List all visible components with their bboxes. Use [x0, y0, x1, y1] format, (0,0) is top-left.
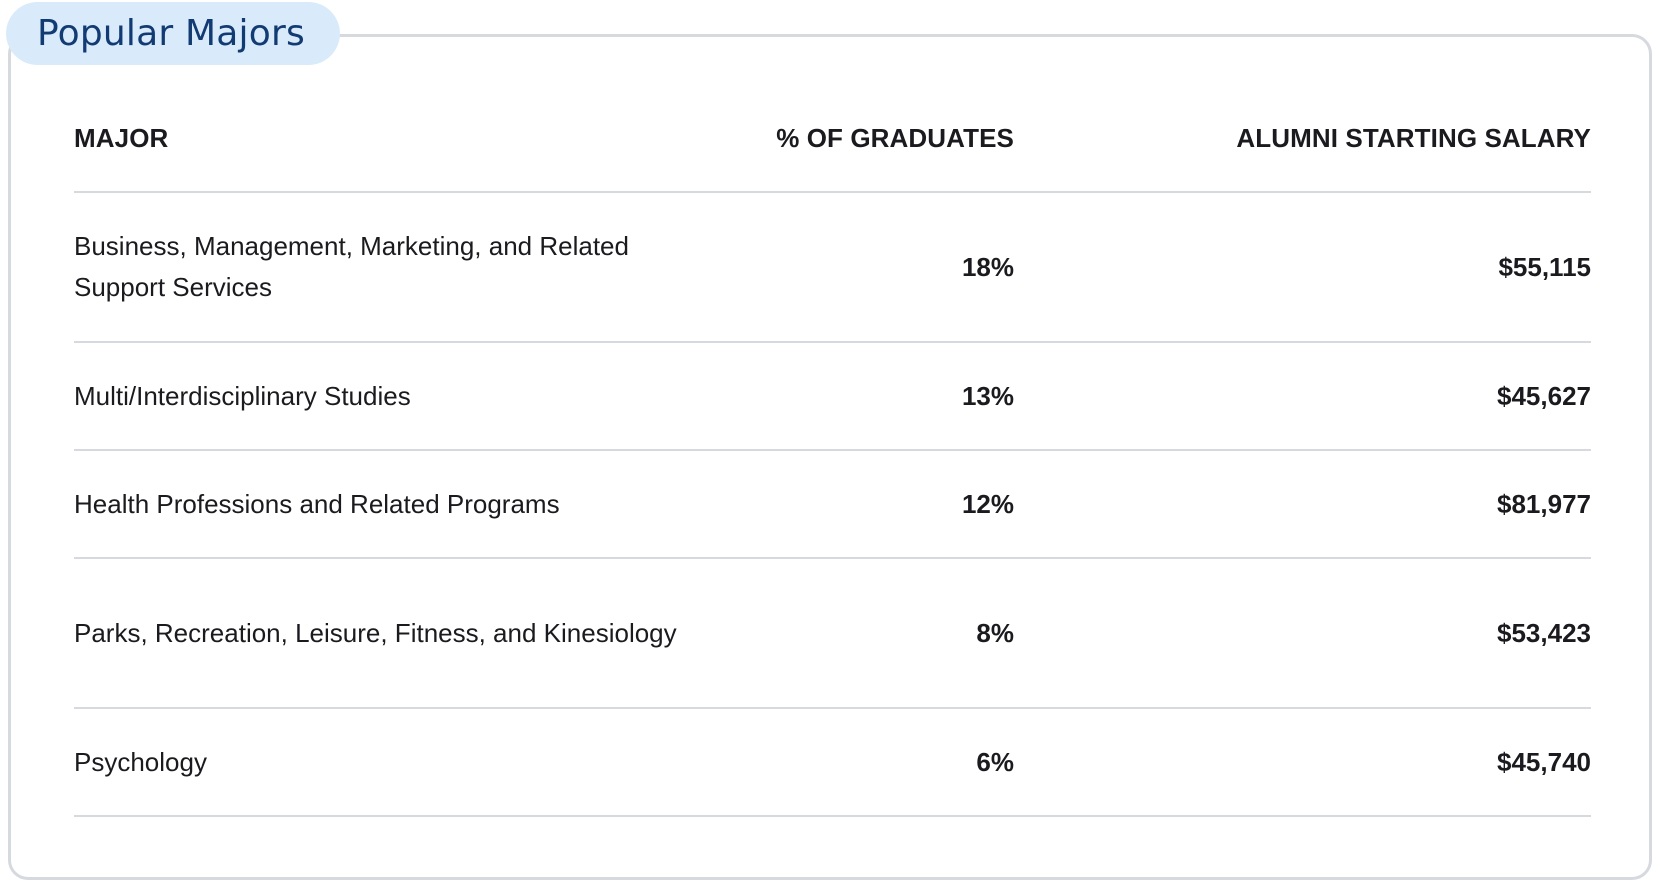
major-name: Business, Management, Marketing, and Rel… — [74, 231, 629, 302]
graduates-percent: 12% — [714, 450, 1014, 559]
column-header-percent: % OF GRADUATES — [714, 86, 1014, 193]
graduates-percent: 6% — [714, 708, 1014, 817]
starting-salary: $45,740 — [1014, 708, 1591, 817]
major-name: Multi/Interdisciplinary Studies — [74, 380, 411, 411]
graduates-percent: 18% — [714, 192, 1014, 343]
table-row: Psychology 6% $45,740 — [74, 708, 1591, 817]
major-name: Health Professions and Related Programs — [74, 488, 560, 519]
starting-salary: $81,977 — [1014, 450, 1591, 559]
section-title-tab: Popular Majors — [6, 2, 340, 65]
starting-salary: $55,115 — [1014, 192, 1591, 343]
table-header-row: MAJOR % OF GRADUATES ALUMNI STARTING SAL… — [74, 86, 1591, 193]
majors-table: MAJOR % OF GRADUATES ALUMNI STARTING SAL… — [74, 86, 1591, 817]
section-title: Popular Majors — [37, 13, 305, 54]
table-row: Parks, Recreation, Leisure, Fitness, and… — [74, 558, 1591, 709]
column-header-major: MAJOR — [74, 86, 714, 193]
table-row: Multi/Interdisciplinary Studies 13% $45,… — [74, 342, 1591, 451]
starting-salary: $53,423 — [1014, 558, 1591, 709]
graduates-percent: 8% — [714, 558, 1014, 709]
table-row: Health Professions and Related Programs … — [74, 450, 1591, 559]
starting-salary: $45,627 — [1014, 342, 1591, 451]
major-name: Parks, Recreation, Leisure, Fitness, and… — [74, 617, 677, 648]
graduates-percent: 13% — [714, 342, 1014, 451]
column-header-salary: ALUMNI STARTING SALARY — [1014, 86, 1591, 193]
major-name: Psychology — [74, 746, 207, 777]
table-row: Business, Management, Marketing, and Rel… — [74, 192, 1591, 343]
